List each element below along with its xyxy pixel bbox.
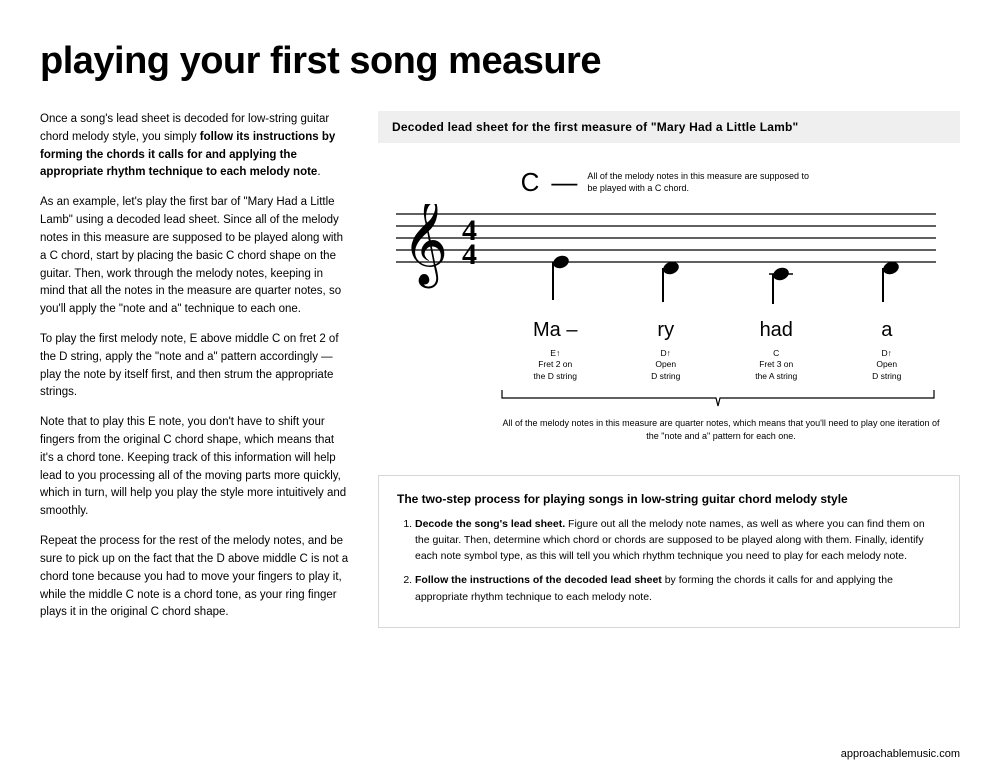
notehead-1 [551,254,570,271]
bracket-group: All of the melody notes in this measure … [396,390,942,442]
process-step-1: Decode the song's lead sheet. Figure out… [415,516,941,565]
process-list: Decode the song's lead sheet. Figure out… [397,516,941,605]
lyric-cell-1: Ma – E↑Fret 2 on the D string [500,319,611,382]
lyric-note-info: CFret 3 on the A string [721,348,832,382]
decoded-header: Decoded lead sheet for the first measure… [378,111,960,143]
left-column: Once a song's lead sheet is decoded for … [40,111,350,634]
paragraph-2: As an example, let's play the first bar … [40,194,350,319]
paragraph-3: To play the first melody note, E above m… [40,331,350,402]
chord-row: C — All of the melody notes in this meas… [378,167,960,198]
lyric-cell-2: ry D↑Open D string [611,319,722,382]
intro-paragraph: Once a song's lead sheet is decoded for … [40,111,350,182]
lyric-syllable: a [832,319,943,342]
bracket-caption: All of the melody notes in this measure … [500,417,942,442]
chord-annotation: All of the melody notes in this measure … [587,167,817,194]
time-sig-bottom: 4 [462,238,477,271]
process-title: The two-step process for playing songs i… [397,492,941,506]
footer-credit: approachablemusic.com [841,748,960,760]
lyrics-row: Ma – E↑Fret 2 on the D string ry D↑Open … [396,319,942,382]
lyric-cell-4: a D↑Open D string [832,319,943,382]
paragraph-4: Note that to play this E note, you don't… [40,414,350,521]
lyric-cell-3: had CFret 3 on the A string [721,319,832,382]
lyric-note-info: D↑Open D string [611,348,722,382]
bracket-svg [500,390,936,408]
step1-lead: Decode the song's lead sheet. [415,518,565,530]
lyric-note-info: D↑Open D string [832,348,943,382]
lyric-note-info: E↑Fret 2 on the D string [500,348,611,382]
page-title: playing your first song measure [40,40,960,83]
process-step-2: Follow the instructions of the decoded l… [415,572,941,605]
treble-clef-icon: 𝄞 [402,204,448,289]
music-staff: 𝄞 4 4 [396,204,942,309]
process-box: The two-step process for playing songs i… [378,475,960,628]
right-column: Decoded lead sheet for the first measure… [378,111,960,634]
content-columns: Once a song's lead sheet is decoded for … [40,111,960,634]
p1-text-c: . [317,166,320,178]
chord-letter: C [521,167,540,198]
lyric-syllable: Ma – [500,319,611,342]
paragraph-5: Repeat the process for the rest of the m… [40,533,350,622]
chord-dash: — [551,167,577,198]
staff-svg: 𝄞 4 4 [396,204,936,304]
notehead-3 [771,266,790,283]
lyric-syllable: had [721,319,832,342]
lyric-syllable: ry [611,319,722,342]
step2-lead: Follow the instructions of the decoded l… [415,574,662,586]
